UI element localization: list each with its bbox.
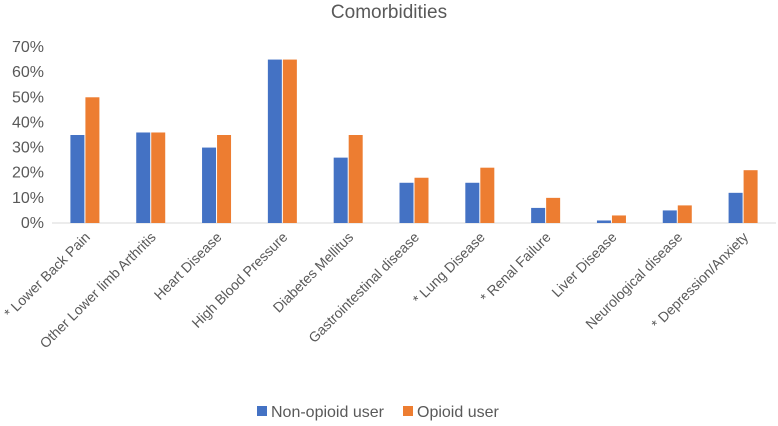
bar-non-opioid [531,207,546,223]
legend-label: Non-opioid user [271,404,385,421]
bar-non-opioid [465,182,480,223]
y-tick-label: 70% [12,39,44,56]
chart-title: Comorbidities [331,2,447,23]
x-category-label: Liver Disease [548,229,619,300]
bar-opioid [85,97,100,223]
bar-opioid [546,197,561,223]
bar-non-opioid [662,210,677,223]
x-category-label: Gastrointestinal disease [305,229,422,346]
bar-opioid [743,170,758,223]
y-tick-label: 40% [12,114,44,131]
bar-opioid [480,167,495,223]
bar-opioid [348,135,363,223]
legend-swatch [257,406,267,416]
bar-non-opioid [596,220,611,223]
bar-opioid [677,205,692,223]
y-tick-label: 60% [12,64,44,81]
y-tick-label: 30% [12,140,44,157]
x-category-label: Heart Disease [151,229,225,303]
y-tick-label: 0% [21,215,44,232]
bar-non-opioid [267,59,282,224]
legend: Non-opioid user Opioid user [257,404,499,421]
bar-non-opioid [70,135,85,223]
bar-non-opioid [136,132,151,223]
bar-opioid [151,132,166,223]
y-axis: 0% 10% 20% 30% 40% 50% 60% 70% [12,39,44,232]
bar-non-opioid [202,147,217,223]
bar-opioid [611,215,626,223]
x-category-label: Other Lower limb Arthritis [36,229,158,351]
bar-opioid [282,59,297,224]
bar-opioid [217,135,232,223]
x-category-label: * Renal Failure [477,229,554,306]
bar-non-opioid [333,157,348,223]
bar-opioid [414,177,429,223]
bar-non-opioid [728,192,743,223]
bars [70,59,758,224]
y-tick-label: 50% [12,89,44,106]
legend-swatch [403,406,413,416]
y-tick-label: 10% [12,190,44,207]
legend-label: Opioid user [417,404,499,421]
bar-non-opioid [399,182,414,223]
y-tick-label: 20% [12,165,44,182]
